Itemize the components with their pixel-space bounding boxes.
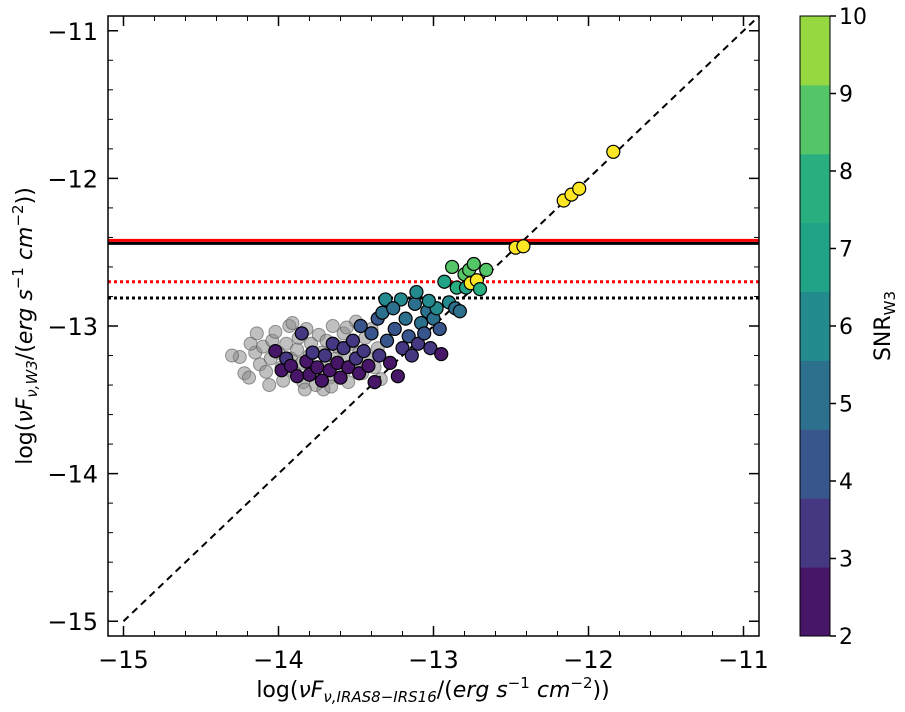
y-tick-label: −14	[47, 461, 98, 489]
x-tick-label: −11	[718, 646, 769, 674]
axis-ticks: −15 −14 −13 −12 −11 −15 −14 −13 −12 −11	[47, 16, 769, 674]
data-point	[310, 360, 325, 375]
data-point	[395, 341, 410, 356]
data-point	[421, 293, 436, 309]
gray-point	[225, 348, 239, 363]
colorbar-bin	[800, 567, 830, 637]
snr-colored-points	[268, 144, 621, 390]
gray-point	[259, 364, 274, 379]
data-point	[398, 311, 413, 326]
data-point	[479, 262, 494, 278]
data-point	[410, 336, 426, 351]
y-tick-label: −12	[47, 165, 98, 193]
data-point	[434, 346, 449, 362]
x-tick-label: −12	[563, 646, 614, 674]
colorbar-tick-label: 2	[839, 625, 853, 650]
data-point	[314, 373, 329, 388]
data-point	[356, 343, 371, 359]
data-point	[452, 304, 467, 319]
colorbar-tick-label: 9	[839, 83, 853, 108]
data-point	[352, 366, 367, 381]
data-point	[606, 144, 621, 159]
gray-point	[242, 370, 257, 385]
gray-point	[285, 316, 300, 331]
x-tick-label: −13	[408, 646, 459, 674]
data-point	[283, 358, 298, 373]
colorbar-bin	[800, 84, 830, 155]
data-point	[390, 369, 405, 384]
data-point	[290, 369, 305, 384]
gray-point	[279, 336, 294, 351]
data-point	[268, 343, 283, 359]
data-point	[387, 321, 402, 337]
data-point	[437, 274, 452, 289]
data-point	[353, 318, 368, 334]
plot-frame	[107, 15, 760, 637]
y-tick-label: −11	[47, 18, 98, 46]
gray-point	[262, 378, 277, 393]
colorbar-tick-label: 6	[839, 315, 853, 340]
colorbar-bin	[800, 498, 830, 568]
data-point	[341, 360, 356, 375]
colorbar: 2 3 4 5 6 7 8 9 10	[799, 5, 867, 650]
data-point	[407, 296, 422, 311]
data-point	[572, 181, 587, 196]
data-point	[333, 370, 348, 385]
colorbar-bin	[800, 429, 830, 499]
colorbar-tick-label: 10	[839, 5, 867, 30]
colorbar-bin	[800, 222, 830, 293]
data-point	[367, 374, 382, 390]
colorbar-tick-label: 5	[839, 393, 853, 418]
gray-point	[268, 324, 283, 339]
data-point	[516, 239, 531, 254]
data-point	[336, 341, 351, 356]
colorbar-label: SNRW3	[871, 291, 899, 361]
data-point	[423, 341, 438, 356]
data-point	[378, 292, 393, 307]
data-point	[383, 355, 398, 371]
colorbar-tick-label: 4	[839, 470, 853, 495]
gray-point	[290, 342, 305, 357]
data-point	[305, 345, 320, 360]
one-to-one-line	[122, 16, 759, 622]
colorbar-bin	[800, 291, 830, 361]
gray-point	[249, 326, 264, 341]
data-point	[432, 321, 447, 337]
data-point	[445, 259, 460, 275]
data-point	[294, 326, 309, 341]
gray-point	[243, 336, 258, 351]
data-point	[317, 348, 333, 363]
data-point	[364, 326, 379, 341]
data-point	[361, 358, 376, 373]
x-axis-label: log(νFν,IRAS8−IRS16/(erg s−1 cm−2))	[256, 674, 609, 706]
gray-point	[325, 319, 340, 333]
data-point	[466, 256, 481, 272]
y-axis-label: log(νFν,W3/(erg s−1 cm−2))	[9, 187, 41, 465]
data-point	[401, 329, 416, 344]
data-point	[472, 281, 488, 297]
data-point	[417, 326, 432, 341]
data-point	[386, 301, 401, 316]
colorbar-tick-label: 8	[839, 160, 853, 185]
data-point	[404, 348, 419, 363]
y-tick-label: −13	[47, 313, 98, 341]
colorbar-tick-label: 7	[839, 238, 853, 263]
y-tick-label: −15	[47, 608, 98, 636]
data-point	[409, 284, 424, 300]
x-tick-label: −14	[253, 646, 304, 674]
colorbar-bin	[800, 153, 830, 224]
gray-point	[339, 320, 354, 335]
x-tick-label: −15	[98, 646, 149, 674]
gray-point	[297, 382, 312, 397]
data-point	[372, 348, 387, 363]
data-point	[345, 333, 360, 348]
data-point	[379, 333, 395, 348]
data-point	[393, 292, 409, 307]
colorbar-bin	[800, 360, 830, 430]
colorbar-bin	[800, 16, 830, 86]
colorbar-tick-label: 3	[839, 548, 853, 573]
